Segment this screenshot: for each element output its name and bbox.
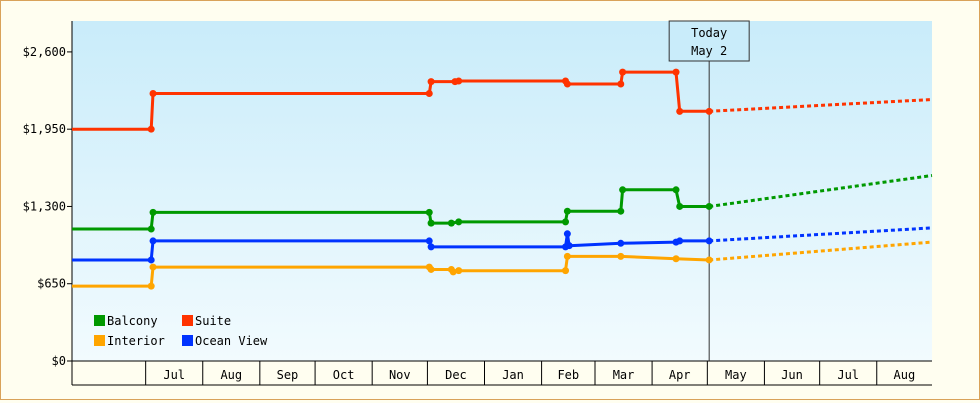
y-tick-label: $0 bbox=[52, 354, 66, 368]
data-point bbox=[617, 252, 625, 260]
today-marker: Today May 2 bbox=[668, 20, 750, 361]
data-point bbox=[455, 77, 463, 85]
series-forecast-ocean-view bbox=[709, 226, 933, 243]
data-point bbox=[149, 263, 157, 271]
data-point bbox=[672, 68, 680, 76]
month-label: Jun bbox=[781, 368, 803, 382]
legend-label: Suite bbox=[195, 314, 231, 328]
month-label: May bbox=[725, 368, 747, 382]
month-label: Aug bbox=[220, 368, 242, 382]
data-point bbox=[147, 225, 155, 233]
y-tick-label: $1,950 bbox=[23, 122, 66, 136]
data-point bbox=[705, 202, 713, 210]
y-tick-label: $2,600 bbox=[23, 45, 66, 59]
month-label: Jan bbox=[502, 368, 524, 382]
data-point bbox=[705, 256, 713, 264]
data-point bbox=[147, 125, 155, 133]
y-tick-label: $650 bbox=[37, 277, 66, 291]
data-point bbox=[619, 186, 627, 194]
data-point bbox=[563, 252, 571, 260]
data-point bbox=[427, 265, 435, 273]
today-label: Today bbox=[691, 26, 727, 40]
plot-area bbox=[72, 21, 932, 361]
data-point bbox=[425, 237, 433, 245]
data-point bbox=[455, 267, 463, 275]
data-point bbox=[676, 237, 684, 245]
data-point bbox=[563, 207, 571, 215]
data-point bbox=[425, 208, 433, 216]
legend-item-ocean-view: Ocean View bbox=[182, 334, 268, 348]
data-point bbox=[427, 243, 435, 251]
data-point bbox=[147, 282, 155, 290]
month-label: Feb bbox=[557, 368, 579, 382]
legend-label: Interior bbox=[107, 334, 165, 348]
x-axis: Jul Aug Sep Oct Nov Dec Jan Feb Mar Apr May Jun Jul A… bbox=[71, 360, 932, 386]
series-ocean-view bbox=[72, 226, 933, 264]
month-label: Jul bbox=[837, 368, 859, 382]
series-interior bbox=[72, 240, 933, 290]
month-label: Aug bbox=[894, 368, 916, 382]
month-label: Oct bbox=[333, 368, 355, 382]
month-label: Sep bbox=[277, 368, 299, 382]
legend-swatch bbox=[182, 335, 193, 346]
series-forecast-suite bbox=[709, 98, 933, 113]
legend-swatch bbox=[94, 315, 105, 326]
data-point bbox=[705, 237, 713, 245]
data-point bbox=[676, 202, 684, 210]
legend-swatch bbox=[94, 335, 105, 346]
data-point bbox=[565, 242, 573, 250]
data-point bbox=[617, 80, 625, 88]
series-layer bbox=[72, 68, 933, 290]
today-label-box bbox=[668, 20, 750, 62]
series-line-balcony bbox=[72, 188, 710, 231]
data-point bbox=[427, 219, 435, 227]
data-point bbox=[449, 268, 457, 276]
series-line-suite bbox=[72, 70, 710, 131]
legend-item-balcony: Balcony bbox=[94, 314, 158, 328]
data-point bbox=[562, 267, 570, 275]
data-point bbox=[149, 237, 157, 245]
data-point bbox=[455, 218, 463, 226]
data-point bbox=[149, 90, 157, 98]
month-label: Apr bbox=[669, 368, 691, 382]
data-point bbox=[149, 208, 157, 216]
data-point bbox=[427, 78, 435, 86]
data-point bbox=[147, 256, 155, 264]
data-point bbox=[672, 255, 680, 263]
data-point bbox=[619, 68, 627, 76]
data-point bbox=[672, 186, 680, 194]
data-point bbox=[447, 219, 455, 227]
legend-label: Balcony bbox=[107, 314, 158, 328]
legend-swatch bbox=[182, 315, 193, 326]
series-suite bbox=[72, 68, 933, 133]
y-tick-label: $1,300 bbox=[23, 199, 66, 213]
data-point bbox=[617, 239, 625, 247]
month-label: Mar bbox=[613, 368, 635, 382]
series-balcony bbox=[72, 174, 933, 233]
legend: Balcony Suite Interior Ocean View bbox=[94, 314, 268, 348]
month-label: Jul bbox=[163, 368, 185, 382]
data-point bbox=[676, 107, 684, 115]
series-forecast-balcony bbox=[708, 174, 933, 208]
month-label: Nov bbox=[389, 368, 411, 382]
data-point bbox=[617, 207, 625, 215]
data-point bbox=[425, 90, 433, 98]
data-point bbox=[563, 80, 571, 88]
legend-label: Ocean View bbox=[195, 334, 268, 348]
legend-item-suite: Suite bbox=[182, 314, 231, 328]
month-label: Dec bbox=[445, 368, 467, 382]
today-date-label: May 2 bbox=[691, 44, 727, 58]
data-point bbox=[562, 218, 570, 226]
data-point bbox=[705, 107, 713, 115]
series-forecast-interior bbox=[709, 240, 933, 262]
y-axis: $0 $650 $1,300 $1,950 $2,600 bbox=[23, 21, 73, 368]
data-point bbox=[563, 230, 571, 238]
legend-item-interior: Interior bbox=[94, 334, 165, 348]
